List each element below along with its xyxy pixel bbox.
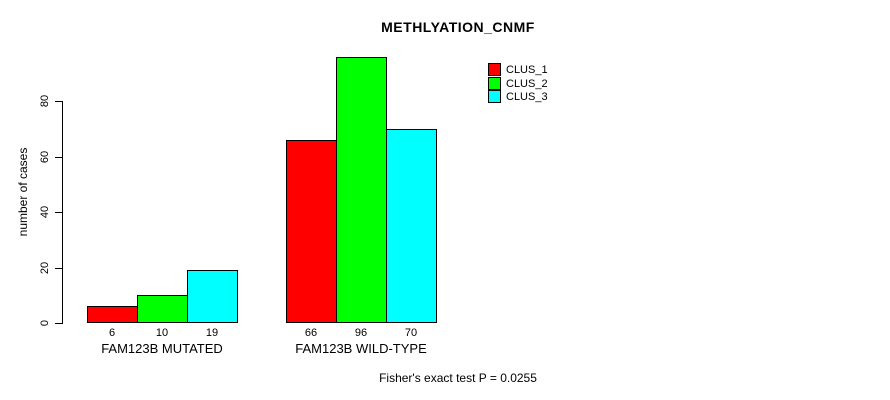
y-axis-tick-label: 0 [39, 319, 51, 327]
bar-value-label: 6 [108, 327, 116, 339]
x-category-label: FAM123B WILD-TYPE [295, 341, 427, 356]
bar-value-label: 70 [404, 327, 418, 339]
y-axis-tick-label: 80 [39, 95, 51, 108]
y-axis-tick [55, 156, 62, 158]
y-axis-tick [55, 323, 62, 324]
bar-value-label: 10 [155, 327, 169, 339]
bar-clus_1-mutated [87, 306, 138, 323]
y-axis-tick-label: 20 [39, 261, 51, 274]
y-axis-label: number of cases [16, 147, 30, 237]
legend-label: CLUS_2 [506, 77, 548, 90]
legend-row: CLUS_2 [488, 77, 548, 90]
legend-swatch-clus_2 [488, 77, 501, 90]
legend-row: CLUS_3 [488, 90, 548, 103]
legend-label: CLUS_3 [506, 90, 548, 103]
bar-clus_3-wild-type [386, 129, 437, 323]
x-category-label: FAM123B MUTATED [101, 341, 223, 356]
legend-row: CLUS_1 [488, 63, 548, 76]
chart-title: METHLYATION_CNMF [381, 19, 535, 35]
y-axis-tick [55, 101, 62, 103]
legend-swatch-clus_3 [488, 90, 501, 103]
y-axis-tick-label: 60 [39, 150, 51, 163]
bar-clus_1-wild-type [286, 140, 337, 323]
bar-clus_2-wild-type [336, 57, 387, 323]
legend-swatch-clus_1 [488, 63, 501, 76]
legend-label: CLUS_1 [506, 63, 548, 76]
bar-clus_3-mutated [187, 270, 238, 323]
y-axis-tick [55, 267, 62, 269]
fisher-test-annotation: Fisher's exact test P = 0.0255 [379, 371, 537, 385]
bar-value-label: 96 [354, 327, 368, 339]
y-axis-tick-label: 40 [39, 206, 51, 219]
bar-clus_2-mutated [137, 295, 188, 323]
bar-value-label: 19 [205, 327, 219, 339]
bar-value-label: 66 [304, 327, 318, 339]
y-axis-line [62, 101, 63, 324]
y-axis-tick [55, 212, 62, 214]
